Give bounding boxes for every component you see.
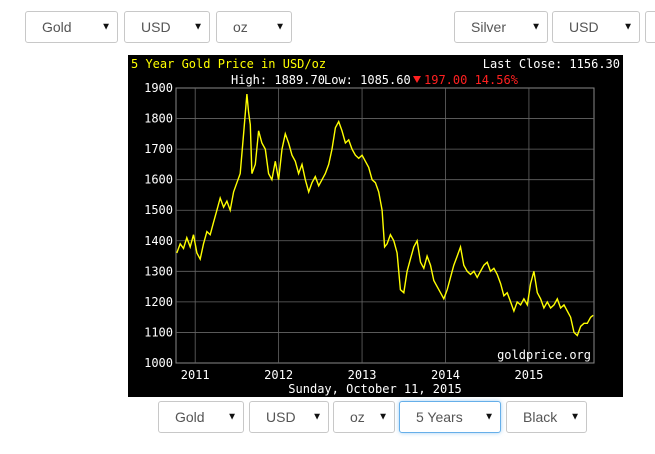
y-axis-ticks: 1000 1100 1200 1300 1400 1500 1600 1700 1800 1900: [144, 81, 173, 370]
chart-title: 5 Year Gold Price in USD/oz: [131, 57, 326, 71]
chevron-down-icon: ▼: [312, 411, 322, 423]
x-tick-label: 2015: [514, 368, 543, 382]
y-tick-label: 1800: [144, 112, 173, 126]
series-line: [176, 94, 594, 337]
theme-select-value: Black: [523, 409, 558, 425]
chevron-down-icon: ▼: [623, 21, 633, 33]
metal-select[interactable]: Gold ▼: [158, 401, 244, 433]
unit-select-top-value: oz: [233, 19, 248, 35]
silver-unit-select-partial[interactable]: [645, 11, 655, 43]
chevron-down-icon: ▼: [484, 411, 494, 423]
chevron-down-icon: ▼: [531, 21, 541, 33]
chevron-down-icon: ▼: [227, 411, 237, 423]
currency-select[interactable]: USD ▼: [249, 401, 329, 433]
y-tick-label: 1300: [144, 264, 173, 278]
silver-currency-select[interactable]: USD ▼: [552, 11, 640, 43]
x-tick-label: 2014: [431, 368, 460, 382]
x-tick-label: 2012: [264, 368, 293, 382]
change-label: 197.00 14.56%: [424, 73, 519, 87]
last-close-label: Last Close: 1156.30: [483, 57, 620, 71]
chevron-down-icon: ▼: [570, 411, 580, 423]
period-select-value: 5 Years: [416, 409, 463, 425]
grid-lines: [176, 88, 594, 363]
high-label: High: 1889.70: [231, 73, 325, 87]
chevron-down-icon: ▼: [378, 411, 388, 423]
x-tick-label: 2011: [181, 368, 210, 382]
currency-select-top[interactable]: USD ▼: [124, 11, 210, 43]
silver-currency-select-value: USD: [569, 19, 599, 35]
gold-price-chart-svg: 5 Year Gold Price in USD/oz Last Close: …: [131, 57, 620, 396]
y-tick-label: 1900: [144, 81, 173, 95]
silver-metal-select[interactable]: Silver ▼: [454, 11, 548, 43]
y-tick-label: 1400: [144, 234, 173, 248]
chevron-down-icon: ▼: [101, 21, 111, 33]
y-tick-label: 1500: [144, 203, 173, 217]
metal-select-top[interactable]: Gold ▼: [25, 11, 118, 43]
x-axis-ticks: 2011 2012 2013 2014 2015: [181, 368, 544, 382]
triangle-down-icon: [413, 76, 421, 83]
metal-select-value: Gold: [175, 409, 205, 425]
x-tick-label: 2013: [348, 368, 377, 382]
y-tick-label: 1600: [144, 173, 173, 187]
metal-select-top-value: Gold: [42, 19, 72, 35]
currency-select-top-value: USD: [141, 19, 171, 35]
currency-select-value: USD: [266, 409, 296, 425]
unit-select-value: oz: [350, 409, 365, 425]
low-label: Low: 1085.60: [324, 73, 411, 87]
chevron-down-icon: ▼: [275, 21, 285, 33]
y-tick-label: 1100: [144, 325, 173, 339]
period-select[interactable]: 5 Years ▼: [399, 401, 501, 433]
y-tick-label: 1700: [144, 142, 173, 156]
date-label: Sunday, October 11, 2015: [288, 382, 461, 396]
gold-price-chart: 5 Year Gold Price in USD/oz Last Close: …: [128, 55, 623, 397]
unit-select-top[interactable]: oz ▼: [216, 11, 292, 43]
unit-select[interactable]: oz ▼: [333, 401, 395, 433]
y-tick-label: 1000: [144, 356, 173, 370]
theme-select[interactable]: Black ▼: [506, 401, 587, 433]
silver-metal-select-value: Silver: [471, 19, 507, 35]
watermark: goldprice.org: [497, 348, 591, 362]
plot-frame: [175, 87, 595, 364]
y-tick-label: 1200: [144, 295, 173, 309]
chevron-down-icon: ▼: [193, 21, 203, 33]
